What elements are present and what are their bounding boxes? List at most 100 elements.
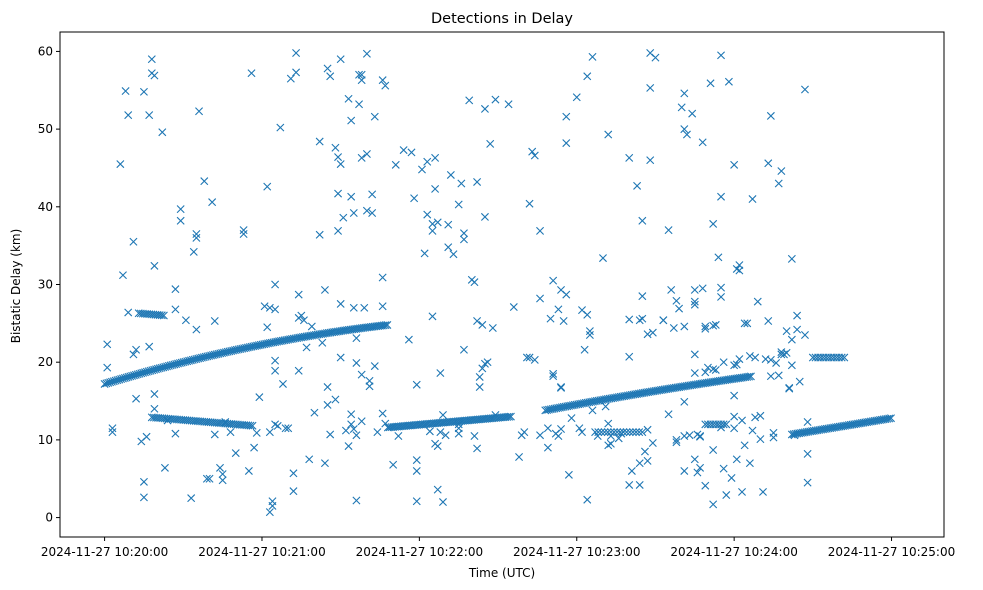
scatter-point <box>150 261 159 270</box>
scatter-point <box>756 411 765 420</box>
scatter-point <box>347 116 356 125</box>
scatter-point <box>433 218 442 227</box>
scatter-point <box>782 327 791 336</box>
scatter-point <box>436 428 445 437</box>
scatter-point <box>717 292 726 301</box>
scatter-point <box>515 452 524 461</box>
scatter-point <box>344 442 353 451</box>
scatter-point <box>530 355 539 364</box>
scatter-point <box>583 310 592 319</box>
scatter-point <box>536 431 545 440</box>
scatter-point <box>690 350 699 359</box>
scatter-point <box>428 226 437 235</box>
scatter-point <box>368 190 377 199</box>
scatter-point <box>334 189 343 198</box>
scatter-point <box>536 294 545 303</box>
scatter-point <box>176 216 185 225</box>
scatter-point <box>800 85 809 94</box>
scatter-point <box>176 205 185 214</box>
scatter-point <box>567 414 576 423</box>
scatter-point <box>625 315 634 324</box>
track-point <box>248 421 257 430</box>
scatter-point <box>433 442 442 451</box>
track-point <box>606 428 615 437</box>
track-point <box>383 320 392 329</box>
scatter-point <box>659 316 668 325</box>
scatter-point <box>221 418 230 427</box>
scatter-point <box>423 210 432 219</box>
scatter-point <box>717 283 726 292</box>
scatter-point <box>769 428 778 437</box>
scatter-point <box>486 139 495 148</box>
scatter-point <box>766 372 775 381</box>
scatter-point <box>672 296 681 305</box>
track-point <box>638 428 647 437</box>
scatter-point <box>690 285 699 294</box>
scatter-point <box>803 449 812 458</box>
scatter-point <box>428 312 437 321</box>
scatter-point <box>139 477 148 486</box>
scatter-point <box>244 466 253 475</box>
scatter-point <box>753 297 762 306</box>
scatter-point <box>431 184 440 193</box>
scatter-point <box>323 400 332 409</box>
x-axis-label: Time (UTC) <box>468 566 535 580</box>
scatter-point <box>549 369 558 378</box>
scatter-point <box>522 353 531 362</box>
scatter-point <box>265 303 274 312</box>
scatter-point <box>412 466 421 475</box>
scatter-point <box>680 89 689 98</box>
scatter-point <box>355 70 364 79</box>
scatter-point <box>777 350 786 359</box>
scatter-point <box>347 420 356 429</box>
scatter-point <box>459 345 468 354</box>
scatter-point <box>378 273 387 282</box>
track-point <box>635 428 644 437</box>
scatter-point <box>722 491 731 500</box>
scatter-point <box>139 87 148 96</box>
scatter-point <box>648 439 657 447</box>
scatter-point <box>271 305 280 314</box>
scatter-point <box>709 445 718 454</box>
scatter-point <box>336 353 345 362</box>
scatter-point <box>696 432 705 441</box>
scatter-point <box>281 424 290 433</box>
scatter-point <box>362 49 371 58</box>
scatter-point <box>370 362 379 371</box>
scatter-point <box>491 95 500 104</box>
scatter-point <box>543 443 552 452</box>
scatter-point <box>688 109 697 118</box>
scatter-point <box>764 317 773 326</box>
scatter-point <box>147 55 156 64</box>
scatter-point <box>732 455 741 464</box>
scatter-point <box>252 428 261 437</box>
scatter-point <box>181 316 190 325</box>
scatter-point <box>614 434 623 443</box>
scatter-point <box>701 368 710 377</box>
scatter-point <box>307 322 316 331</box>
scatter-point <box>585 327 594 336</box>
scatter-point <box>294 290 303 299</box>
scatter-point <box>108 424 117 433</box>
scatter-point <box>625 480 634 489</box>
scatter-point <box>646 156 655 165</box>
scatter-point <box>730 160 739 169</box>
scatter-point <box>562 112 571 121</box>
scatter-point <box>701 324 710 333</box>
scatter-point <box>336 160 345 169</box>
scatter-point <box>347 410 356 419</box>
scatter-point <box>562 290 571 299</box>
scatter-point <box>423 157 432 166</box>
y-tick-label: 30 <box>38 278 53 292</box>
scatter-point <box>546 314 555 323</box>
scatter-point <box>559 317 568 326</box>
scatter-point <box>454 420 463 429</box>
scatter-point <box>696 432 705 440</box>
scatter-point <box>394 432 403 440</box>
scatter-point <box>331 395 340 404</box>
scatter-point <box>210 317 219 326</box>
scatter-point <box>145 342 154 351</box>
x-tick-label: 2024-11-27 10:21:00 <box>198 545 325 559</box>
x-tick-label: 2024-11-27 10:20:00 <box>41 545 168 559</box>
scatter-point <box>320 285 329 294</box>
